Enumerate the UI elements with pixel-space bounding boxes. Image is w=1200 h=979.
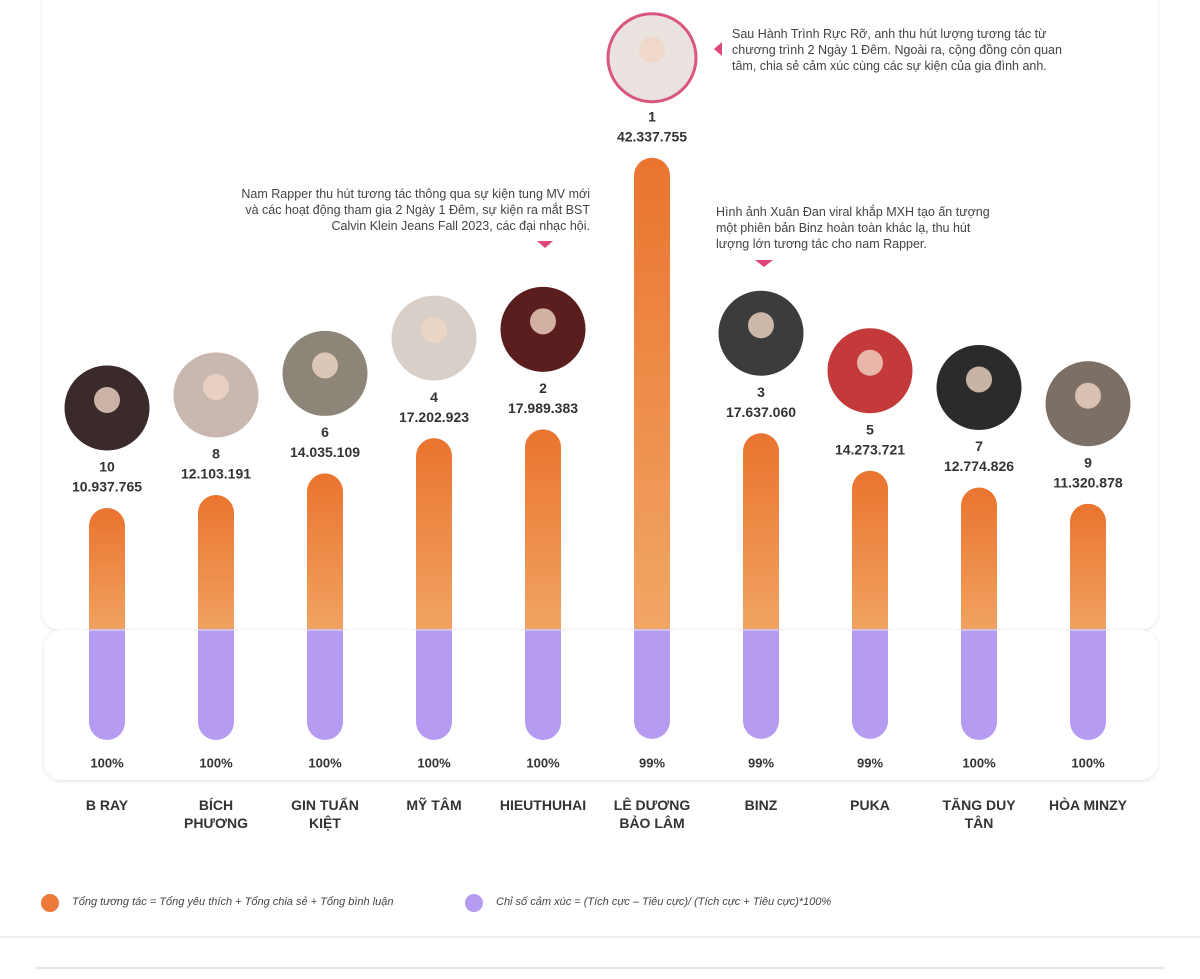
rank-label: 2 — [539, 380, 547, 396]
bar — [852, 630, 888, 739]
category-label: B RAY — [85, 797, 129, 813]
value-label: 12.103.191 — [181, 466, 251, 482]
rank-label: 6 — [321, 424, 329, 440]
value-label: 17.202.923 — [399, 409, 469, 425]
bar — [961, 630, 997, 740]
percent-label: 99% — [748, 755, 774, 770]
legend-swatch — [41, 894, 59, 912]
category-label: MỸ TÂM — [406, 797, 462, 813]
photo-head — [1075, 382, 1101, 409]
photo-head — [748, 312, 774, 339]
bar — [89, 507, 125, 648]
percent-label: 100% — [526, 755, 560, 770]
pointer — [537, 241, 553, 248]
bar-joint — [1070, 629, 1106, 648]
photo-head — [966, 366, 992, 393]
rank-label: 4 — [430, 389, 438, 405]
percent-label: 100% — [1071, 755, 1105, 770]
percent-label: 100% — [90, 755, 124, 770]
upper-panel — [42, 0, 1158, 630]
bar-joint — [416, 629, 452, 648]
rank-label: 7 — [975, 438, 983, 454]
annotation: Nam Rapper thu hút tương tác thông qua s… — [241, 187, 590, 233]
bar — [198, 494, 234, 648]
category-label: BÍCH PHƯƠNG — [183, 797, 248, 831]
bar — [743, 630, 779, 739]
annotation: Hình ảnh Xuân Đan viral khắp MXH tạo ấn … — [716, 205, 990, 251]
photo-head — [421, 317, 447, 344]
bar — [198, 630, 234, 740]
value-label: 12.774.826 — [944, 458, 1014, 474]
value-label: 17.637.060 — [726, 404, 796, 420]
photo-head — [639, 36, 665, 63]
rank-label: 8 — [212, 446, 220, 462]
rank-label: 9 — [1084, 454, 1092, 470]
rank-label: 3 — [757, 384, 765, 400]
category-label: GIN TUẤN KIỆT — [291, 797, 359, 831]
category-label: HÒA MINZY — [1048, 797, 1128, 813]
percent-label: 99% — [639, 755, 665, 770]
percent-label: 99% — [857, 755, 883, 770]
bar-joint — [961, 629, 997, 648]
photo-head — [530, 308, 556, 335]
bar — [1070, 630, 1106, 740]
percent-label: 100% — [199, 755, 233, 770]
category-label: BINZ — [744, 797, 778, 813]
bar — [634, 157, 670, 648]
category-label: PUKA — [850, 797, 890, 813]
rank-label: 10 — [99, 459, 115, 475]
bar-joint — [198, 629, 234, 648]
bar-joint — [307, 629, 343, 648]
bar — [852, 470, 888, 648]
pointer — [714, 42, 722, 56]
annotation: Sau Hành Trình Rực Rỡ, anh thu hút lượng… — [732, 27, 1062, 73]
bar — [416, 630, 452, 740]
legend-label: Tổng tương tác = Tổng yêu thích + Tổng c… — [72, 896, 394, 908]
value-label: 14.035.109 — [290, 444, 360, 460]
bar — [634, 630, 670, 739]
photo-head — [857, 349, 883, 376]
bar-joint — [634, 629, 670, 648]
pointer — [755, 260, 773, 267]
bar-joint — [743, 629, 779, 648]
value-label: 14.273.721 — [835, 441, 905, 457]
bar — [525, 630, 561, 740]
bar-joint — [852, 629, 888, 648]
percent-label: 100% — [308, 755, 342, 770]
category-label: LÊ DƯƠNG BẢO LÂM — [613, 797, 691, 831]
photo-head — [312, 352, 338, 379]
legend-label: Chỉ số cảm xúc = (Tích cực – Tiêu cực)/ … — [496, 896, 832, 908]
bar — [743, 433, 779, 648]
bar — [416, 438, 452, 648]
rank-label: 1 — [648, 108, 656, 124]
percent-label: 100% — [962, 755, 996, 770]
bar — [525, 429, 561, 648]
photo-head — [94, 386, 120, 413]
value-label: 42.337.755 — [617, 128, 687, 144]
rank-label: 5 — [866, 421, 874, 437]
bar — [1070, 503, 1106, 648]
bar — [307, 630, 343, 740]
bar — [89, 630, 125, 740]
category-label: TĂNG DUY TÂN — [942, 797, 1016, 831]
bar-joint — [525, 629, 561, 648]
legend-swatch — [465, 894, 483, 912]
value-label: 11.320.878 — [1053, 474, 1123, 490]
category-label: HIEUTHUHAI — [499, 797, 587, 813]
bar-joint — [89, 629, 125, 648]
value-label: 10.937.765 — [72, 479, 142, 495]
value-label: 17.989.383 — [508, 400, 578, 416]
bar — [961, 487, 997, 648]
photo-head — [203, 373, 229, 400]
percent-label: 100% — [417, 755, 451, 770]
bar — [307, 473, 343, 648]
